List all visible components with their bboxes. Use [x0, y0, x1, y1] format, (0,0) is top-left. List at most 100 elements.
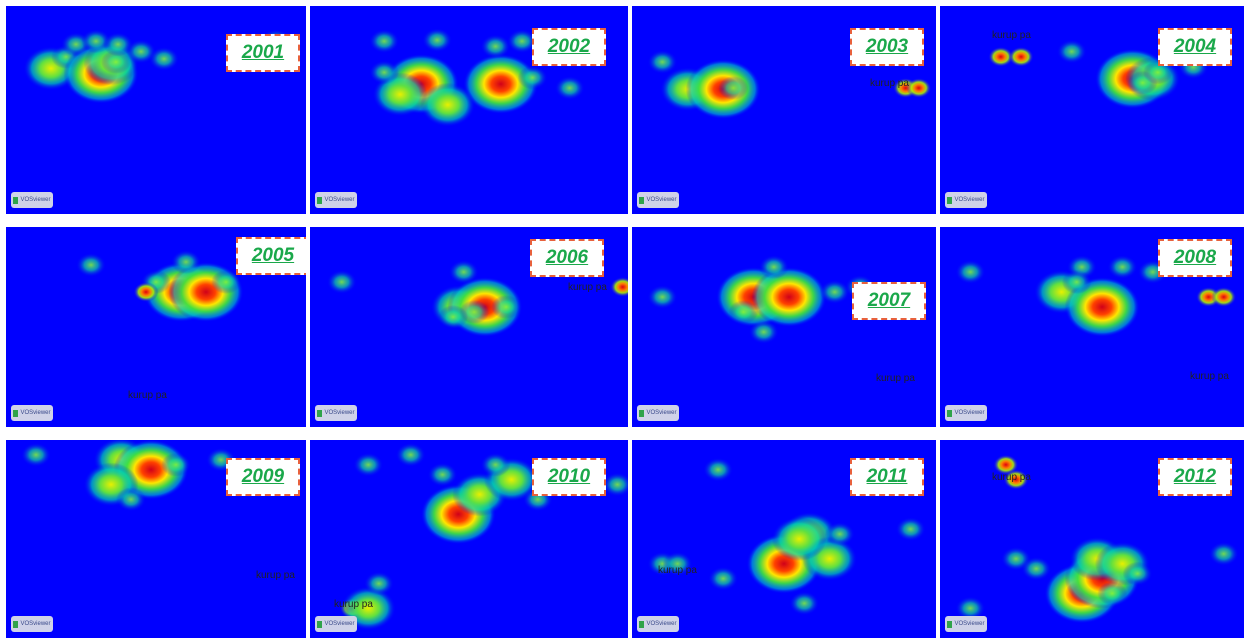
vosviewer-logo-text: VOSviewer	[20, 410, 51, 416]
density-map	[955, 454, 1239, 624]
vosviewer-logo-icon	[947, 196, 953, 204]
year-label: 2003	[865, 36, 909, 57]
density-cluster	[76, 253, 106, 277]
density-cluster	[708, 566, 739, 591]
density-cluster	[1003, 469, 1029, 490]
vosviewer-logo-text: VOSviewer	[954, 197, 985, 203]
heatmap-panel-2004: 2004 kurup pa VOSviewer	[940, 6, 1244, 214]
density-cluster	[1021, 556, 1052, 581]
density-map	[21, 440, 299, 512]
vosviewer-logo-icon	[639, 196, 645, 204]
author-label: kurup pa	[1190, 371, 1229, 382]
density-cluster	[789, 591, 820, 616]
year-label: 2004	[1173, 36, 1217, 57]
vosviewer-logo-text: VOSviewer	[954, 410, 985, 416]
density-map	[647, 255, 924, 344]
year-label: 2011	[866, 466, 908, 487]
author-label: kurup pa	[870, 78, 909, 89]
density-cluster	[610, 277, 628, 297]
year-label-box: 2011	[850, 458, 924, 496]
density-cluster	[491, 295, 522, 319]
vosviewer-logo-icon	[947, 409, 953, 417]
density-cluster	[602, 472, 628, 497]
density-cluster	[554, 76, 585, 100]
density-cluster	[517, 65, 548, 90]
vosviewer-logo-text: VOSviewer	[646, 197, 677, 203]
vosviewer-logo: VOSviewer	[637, 405, 679, 421]
density-cluster	[420, 82, 476, 127]
heatmap-panel-2009: 2009 kurup pa VOSviewer	[6, 440, 306, 638]
vosviewer-logo: VOSviewer	[945, 192, 987, 208]
density-cluster	[1142, 60, 1173, 85]
year-label-box: 2001	[226, 34, 300, 72]
heatmap-panel-2007: 2007 kurup pa VOSviewer	[632, 227, 936, 427]
vosviewer-logo-icon	[639, 620, 645, 628]
vosviewer-logo: VOSviewer	[315, 616, 357, 632]
density-cluster	[895, 517, 926, 542]
density-cluster	[126, 39, 156, 64]
density-map	[23, 29, 291, 104]
year-label: 2007	[867, 290, 911, 311]
vosviewer-logo-text: VOSviewer	[20, 197, 51, 203]
density-cluster	[480, 452, 511, 477]
year-label-box: 2012	[1158, 458, 1232, 496]
author-label: kurup pa	[992, 472, 1031, 483]
density-cluster	[647, 285, 678, 309]
author-label: kurup pa	[876, 373, 915, 384]
density-cluster	[103, 32, 133, 57]
density-cluster	[728, 300, 759, 324]
year-label: 2005	[251, 245, 295, 266]
year-label-box: 2002	[532, 28, 606, 66]
density-cluster	[703, 457, 734, 482]
density-cluster	[1208, 541, 1239, 566]
vosviewer-logo-icon	[317, 409, 323, 417]
vosviewer-logo: VOSviewer	[945, 405, 987, 421]
vosviewer-logo-icon	[639, 409, 645, 417]
density-cluster	[1122, 561, 1153, 586]
year-label-box: 2005	[236, 237, 306, 275]
author-label: kurup pa	[658, 565, 697, 576]
vosviewer-logo-icon	[13, 196, 19, 204]
density-cluster	[1061, 270, 1092, 294]
heatmap-panel-2005: 2005 kurup pa VOSviewer	[6, 227, 306, 427]
density-cluster	[448, 260, 479, 284]
density-map	[647, 50, 932, 120]
density-cluster	[507, 29, 537, 54]
vosviewer-logo-icon	[13, 620, 19, 628]
vosviewer-logo-icon	[13, 409, 19, 417]
density-cluster	[438, 305, 469, 329]
vosviewer-logo: VOSviewer	[315, 192, 357, 208]
vosviewer-logo-icon	[317, 196, 323, 204]
year-label: 2002	[547, 36, 591, 57]
density-cluster	[353, 452, 384, 477]
density-cluster	[133, 282, 159, 302]
density-cluster	[211, 270, 241, 294]
density-cluster	[101, 50, 131, 74]
vosviewer-logo-text: VOSviewer	[324, 410, 355, 416]
density-cluster	[326, 270, 357, 294]
density-cluster	[116, 487, 146, 512]
density-cluster	[149, 46, 179, 71]
vosviewer-logo-text: VOSviewer	[646, 621, 677, 627]
density-map	[326, 260, 628, 337]
author-label: kurup pa	[334, 599, 373, 610]
vosviewer-logo: VOSviewer	[11, 616, 53, 632]
density-cluster	[751, 267, 827, 327]
year-label: 2010	[547, 466, 591, 487]
heatmap-panel-2006: 2006 kurup pa VOSviewer	[310, 227, 628, 427]
density-cluster	[395, 442, 426, 467]
year-label-box: 2007	[852, 282, 926, 320]
year-label-box: 2004	[1158, 28, 1232, 66]
density-cluster	[427, 462, 458, 487]
density-map	[76, 250, 244, 322]
density-cluster	[1107, 255, 1138, 279]
vosviewer-logo-text: VOSviewer	[954, 621, 985, 627]
vosviewer-logo-text: VOSviewer	[20, 621, 51, 627]
density-cluster	[955, 260, 986, 284]
year-label: 2009	[241, 466, 285, 487]
vosviewer-logo-text: VOSviewer	[324, 621, 355, 627]
year-label: 2006	[545, 247, 589, 268]
density-map	[955, 255, 1237, 337]
year-label-box: 2003	[850, 28, 924, 66]
vosviewer-logo: VOSviewer	[945, 616, 987, 632]
